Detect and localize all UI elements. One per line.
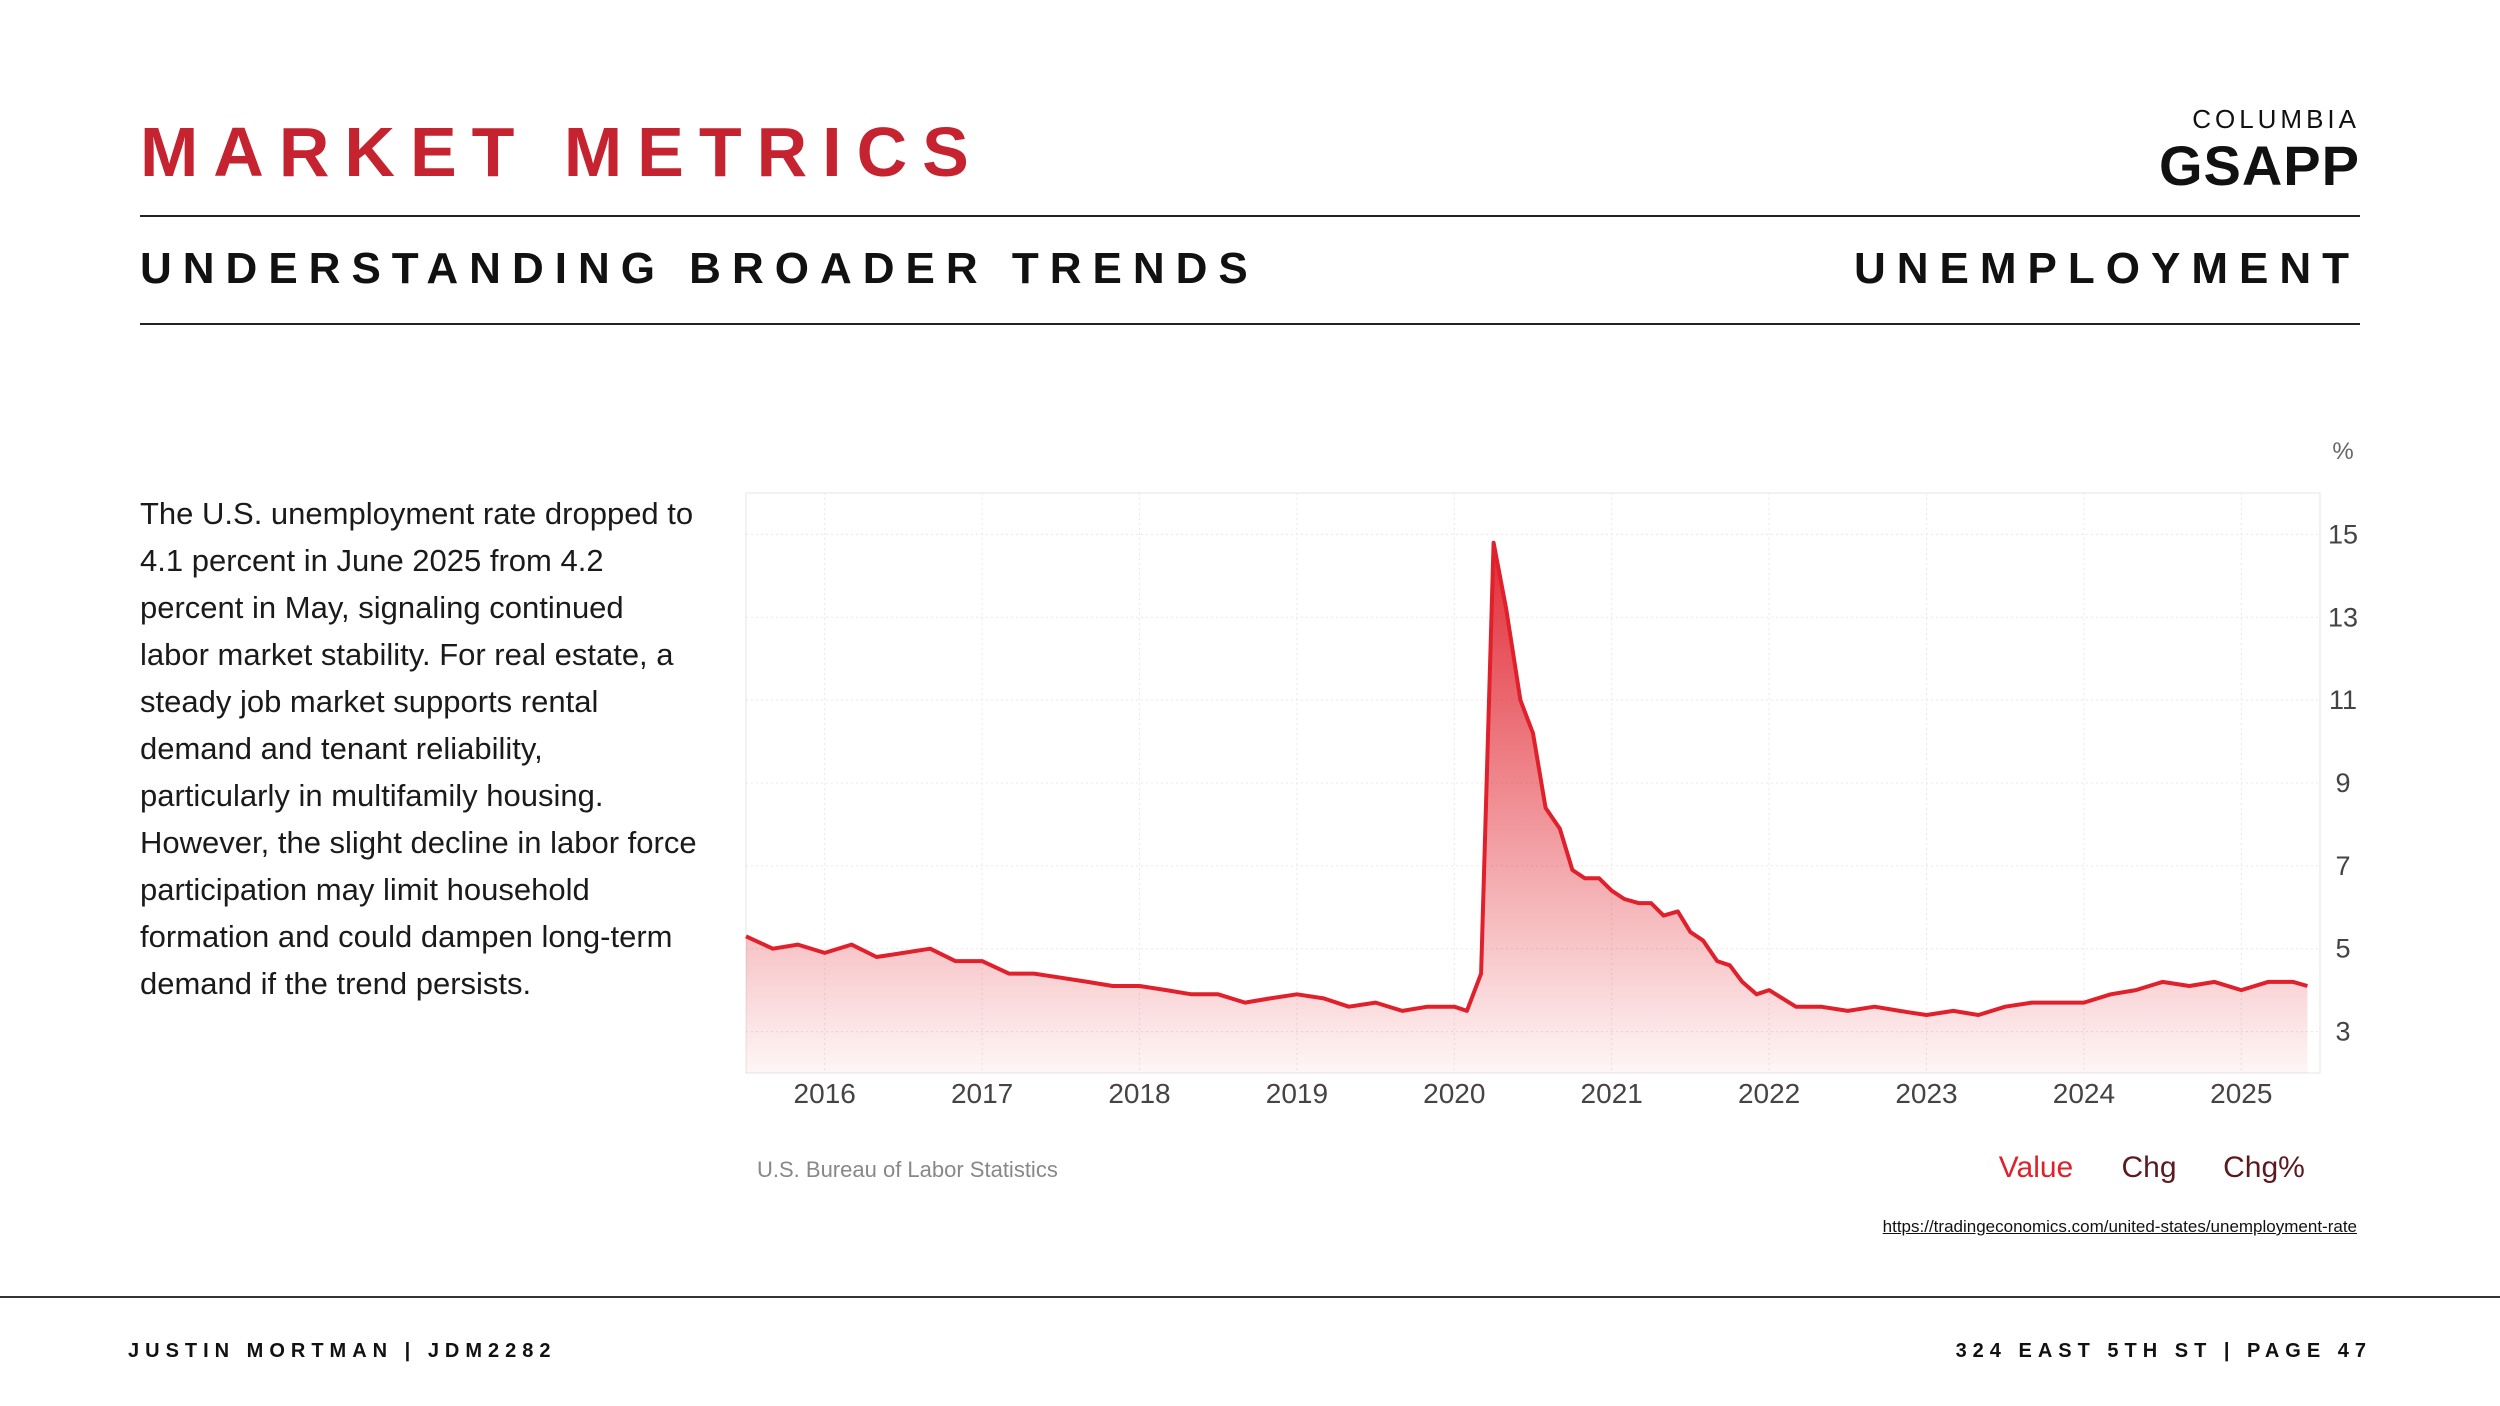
y-tick-label: 7 bbox=[2335, 851, 2350, 881]
section-title: UNEMPLOYMENT bbox=[1854, 244, 2360, 293]
chart-source-label: U.S. Bureau of Labor Statistics bbox=[757, 1157, 1058, 1182]
footer-page-info: 324 EAST 5TH ST | PAGE 47 bbox=[1955, 1340, 2372, 1362]
y-tick-label: 11 bbox=[2329, 685, 2357, 715]
logo-main-text: GSAPP bbox=[2158, 134, 2360, 197]
x-tick-label: 2016 bbox=[794, 1078, 856, 1109]
x-tick-label: 2017 bbox=[951, 1078, 1013, 1109]
y-tick-label: 13 bbox=[2328, 602, 2358, 632]
x-tick-label: 2024 bbox=[2053, 1078, 2115, 1109]
x-tick-label: 2018 bbox=[1108, 1078, 1170, 1109]
x-tick-label: 2025 bbox=[2210, 1078, 2272, 1109]
legend-value-tab[interactable]: Value bbox=[1999, 1151, 2074, 1184]
series-line-value bbox=[745, 540, 2308, 1017]
footer-author: JUSTIN MORTMAN | JDM2282 bbox=[128, 1340, 557, 1362]
legend-chg-pct-tab[interactable]: Chg% bbox=[2223, 1151, 2305, 1184]
body-paragraph: The U.S. unemployment rate dropped to 4.… bbox=[140, 496, 697, 1001]
x-tick-label: 2019 bbox=[1266, 1078, 1328, 1109]
y-axis-unit-label: % bbox=[2332, 438, 2353, 465]
series-area-fill bbox=[746, 542, 2308, 1073]
x-tick-label: 2022 bbox=[1738, 1078, 1800, 1109]
y-axis-tick-labels: 3 5 7 9 11 13 15 bbox=[2328, 519, 2358, 1046]
page-title: MARKET METRICS bbox=[140, 113, 984, 191]
header-divider-top bbox=[140, 215, 2360, 217]
legend-chg-tab[interactable]: Chg bbox=[2121, 1151, 2176, 1184]
source-link[interactable]: https://tradingeconomics.com/united-stat… bbox=[1882, 1217, 2357, 1236]
x-axis-tick-labels: 2016 2017 2018 2019 2020 2021 2022 2023 2024 2025 bbox=[794, 1078, 2273, 1109]
y-tick-label: 15 bbox=[2328, 519, 2358, 549]
logo-top-text: COLUMBIA bbox=[2192, 104, 2360, 134]
columbia-gsapp-logo: COLUMBIA GSAPP bbox=[2130, 104, 2360, 194]
y-tick-label: 5 bbox=[2335, 934, 2350, 964]
header-divider-bottom bbox=[140, 323, 2360, 325]
footer-divider bbox=[0, 1296, 2500, 1298]
y-tick-label: 9 bbox=[2335, 768, 2350, 798]
x-tick-label: 2021 bbox=[1581, 1078, 1643, 1109]
y-tick-label: 3 bbox=[2335, 1017, 2350, 1047]
page-subtitle: UNDERSTANDING BROADER TRENDS bbox=[140, 244, 1259, 293]
x-tick-label: 2023 bbox=[1895, 1078, 1957, 1109]
x-tick-label: 2020 bbox=[1423, 1078, 1485, 1109]
